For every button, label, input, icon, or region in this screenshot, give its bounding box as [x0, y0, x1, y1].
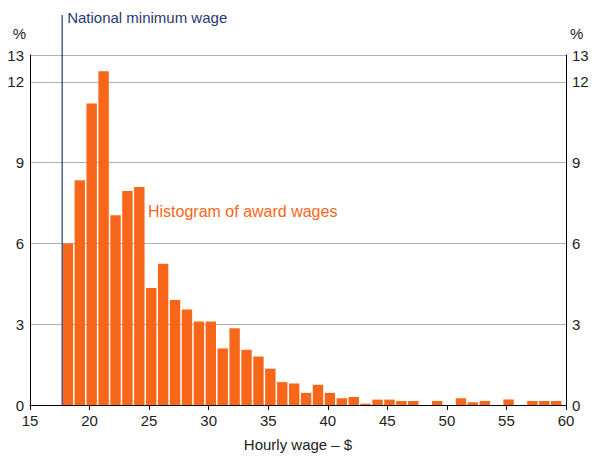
- svg-text:3: 3: [16, 316, 24, 333]
- svg-text:45: 45: [379, 412, 396, 429]
- svg-text:55: 55: [498, 412, 515, 429]
- svg-text:25: 25: [141, 412, 158, 429]
- svg-text:3: 3: [572, 316, 580, 333]
- svg-text:30: 30: [200, 412, 217, 429]
- svg-text:6: 6: [16, 235, 24, 252]
- svg-text:13: 13: [7, 47, 24, 64]
- svg-text:%: %: [570, 25, 583, 42]
- svg-text:9: 9: [572, 154, 580, 171]
- svg-text:15: 15: [22, 412, 39, 429]
- svg-text:6: 6: [572, 235, 580, 252]
- svg-text:Hourly wage – $: Hourly wage – $: [244, 436, 353, 453]
- svg-text:National minimum wage: National minimum wage: [67, 9, 227, 26]
- svg-text:13: 13: [572, 47, 589, 64]
- svg-text:20: 20: [81, 412, 98, 429]
- svg-text:%: %: [13, 25, 26, 42]
- svg-text:40: 40: [319, 412, 336, 429]
- svg-text:Histogram of award wages: Histogram of award wages: [148, 203, 337, 220]
- svg-text:50: 50: [439, 412, 456, 429]
- svg-text:9: 9: [16, 154, 24, 171]
- svg-text:12: 12: [572, 73, 589, 90]
- svg-text:12: 12: [7, 73, 24, 90]
- svg-text:60: 60: [558, 412, 575, 429]
- svg-text:0: 0: [572, 397, 580, 414]
- svg-text:0: 0: [16, 397, 24, 414]
- svg-text:35: 35: [260, 412, 277, 429]
